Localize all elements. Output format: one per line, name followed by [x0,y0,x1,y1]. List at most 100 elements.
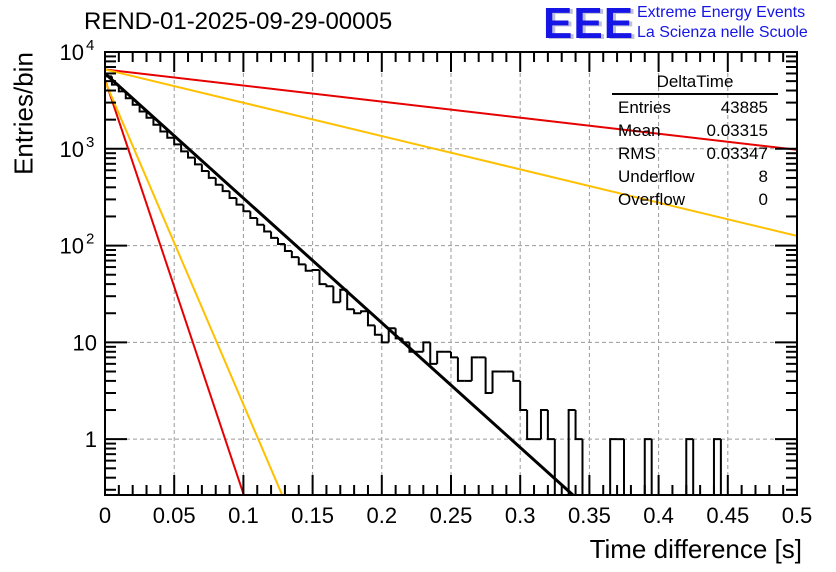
histogram-bin [526,410,535,441]
logo-mark: EEE [543,0,635,48]
stats-label: Mean [618,121,661,140]
logo-line1: Extreme Energy Events [637,4,806,21]
histogram-bin [360,310,368,314]
x-tick-label: 0.4 [643,503,674,528]
stats-label: Entries [618,98,671,117]
histogram-bin [311,268,320,271]
fit-curves [105,68,797,495]
histogram [105,75,722,495]
histogram-bin [235,198,244,206]
histogram-bin [422,341,431,352]
histogram-bin [380,334,389,344]
histogram-bin [623,439,625,495]
histogram-bin [187,151,195,159]
stats-row-entries: Entries 43885 [612,96,778,119]
y-tick-label: 1 [85,427,97,452]
y-tick-exponent: 2 [86,231,94,248]
histogram-bin [159,124,168,133]
y-tick-exponent: 4 [86,37,94,54]
histogram-bin [200,164,209,172]
histogram-bin [263,224,272,233]
histogram-bin [152,117,161,126]
histogram-bin [256,217,265,226]
stats-row-mean: Mean 0.03315 [612,119,778,142]
histogram-bin [138,104,147,113]
fit-yellow-steep [105,80,284,495]
stats-value: 8 [758,167,768,186]
x-axis-ticks: 0 0.05 0.1 0.15 0.2 0.25 0.3 0.35 0.4 0.45 0.5 [99,52,812,528]
histogram-bin [546,410,555,441]
histogram-bin [692,439,695,495]
stats-title: DeltaTime [612,72,778,95]
y-tick-exponent: 3 [86,134,94,151]
histogram-bin [373,325,382,336]
histogram-bin [214,177,223,186]
x-tick-label: 0 [99,503,111,528]
logo-line2: La Scienza nelle Scuole [637,24,808,41]
histogram-bin [643,438,652,495]
histogram-bin [193,157,202,166]
histogram-bin [242,204,251,213]
histogram-bin [650,439,653,495]
y-tick-label: 10 [60,40,84,65]
histogram-bin [456,357,465,382]
histogram-bin [228,191,237,200]
histogram-bin [283,243,292,252]
y-tick-label: 10 [60,234,84,259]
stats-row-overflow: Overflow 0 [612,188,778,211]
y-tick-label: 10 [60,137,84,162]
histogram-bin [325,284,334,288]
stats-row-underflow: Underflow 8 [612,165,778,188]
y-tick-label: 10 [73,330,97,355]
histogram-bin [567,409,576,495]
histogram-bin [491,370,500,393]
histogram-bin [685,438,694,495]
x-tick-label: 0.05 [153,503,196,528]
chart-title: REND-01-2025-09-29-00005 [84,8,393,35]
histogram-bin [470,356,479,381]
histogram-bin [290,250,299,259]
histogram-bin [366,311,375,327]
histogram-bin [105,75,112,495]
x-tick-label: 0.5 [782,503,813,528]
fit-red-steep [105,79,245,495]
histogram-bin [719,439,722,495]
stats-box: DeltaTime Entries 43885 Mean 0.03315 RMS 0.… [612,72,778,211]
stats-label: Overflow [618,190,686,209]
histogram-bin [712,438,721,495]
stats-row-rms: RMS 0.03347 [612,142,778,165]
histogram-bin [484,357,493,394]
histogram-bin [249,211,258,219]
histogram-bin [429,342,438,365]
x-tick-label: 0.3 [505,503,536,528]
stats-label: RMS [618,144,656,163]
histogram-bin [318,269,327,286]
x-tick-label: 0.2 [367,503,398,528]
x-tick-label: 0.15 [291,503,334,528]
histogram-bin [145,111,154,119]
stats-value: 0.03347 [706,144,768,163]
histogram-bin [512,371,521,382]
main-fit-curve [105,72,576,495]
fit-main [105,72,576,495]
stats-value: 43885 [720,98,768,117]
histogram-bin [609,438,618,495]
stats-label: Underflow [618,167,695,186]
histogram-bin [450,351,458,359]
histogram-bin [221,184,230,193]
x-tick-label: 0.1 [228,503,259,528]
histogram-bin [304,264,313,272]
x-tick-label: 0.25 [430,503,473,528]
grid-lines [105,52,797,495]
fit-yellow-shallow [105,68,797,237]
histogram-bin [297,257,306,266]
histogram-bin [180,144,189,153]
histogram-bin [207,170,216,179]
histogram-bin [553,439,556,495]
histogram-bin [166,131,175,139]
histogram-bin [574,410,583,441]
stats-value: 0.03315 [706,121,768,140]
histogram-bin [270,231,278,239]
